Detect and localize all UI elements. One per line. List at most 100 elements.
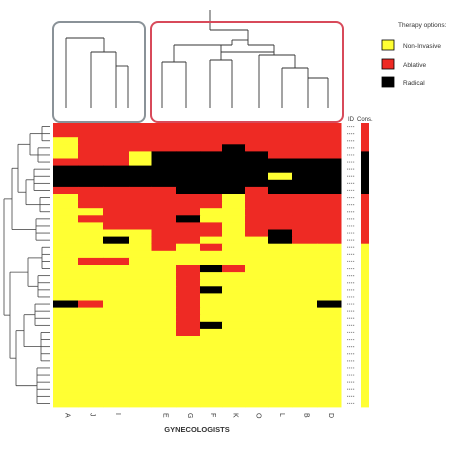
heatmap-cell (292, 328, 318, 337)
heatmap-cell (103, 172, 130, 181)
heatmap-cell (176, 307, 201, 316)
consensus-cell (361, 265, 369, 273)
heatmap-cell (317, 328, 342, 337)
consensus-cell (361, 215, 369, 223)
heatmap-cell (78, 194, 104, 202)
heatmap-cell (317, 286, 342, 294)
heatmap-cell (53, 350, 79, 358)
consensus-cell (361, 357, 369, 365)
heatmap-cell (103, 123, 130, 131)
heatmap-cell (245, 194, 269, 202)
heatmap-cell (78, 158, 104, 166)
heatmap-cell (292, 123, 318, 131)
heatmap-cell (176, 286, 201, 294)
heatmap-cell (53, 257, 79, 266)
heatmap-cell (151, 378, 177, 387)
heatmap-cell (200, 357, 223, 365)
heatmap-cell (129, 328, 152, 337)
heatmap-cell (222, 314, 246, 323)
heatmap-cell (176, 243, 201, 252)
legend-label-non-invasive: Non-Invasive (403, 43, 441, 50)
heatmap-cell (200, 272, 223, 280)
heatmap-cell (129, 179, 152, 188)
heatmap-cell (200, 229, 223, 237)
heatmap-cell (292, 357, 318, 365)
heatmap-cell (129, 215, 152, 223)
heatmap-cell (53, 343, 79, 351)
heatmap-cell (151, 272, 177, 280)
consensus-cell (361, 222, 369, 230)
heatmap-cell (222, 236, 246, 245)
heatmap-cell (245, 215, 269, 223)
heatmap-cell (268, 201, 293, 209)
heatmap-cell (53, 385, 79, 394)
legend-swatch-radical (381, 76, 395, 88)
heatmap-cell (317, 336, 342, 344)
heatmap-cell (200, 279, 223, 287)
heatmap-cell (53, 130, 79, 138)
heatmap-cell (103, 257, 130, 266)
heatmap-cell (200, 257, 223, 266)
heatmap-cell (151, 314, 177, 323)
heatmap-cell (103, 208, 130, 216)
heatmap-cell (268, 250, 293, 259)
heatmap-cell (200, 201, 223, 209)
column-label: G (186, 413, 193, 418)
heatmap-cell (78, 236, 104, 245)
heatmap-cell (129, 243, 152, 252)
heatmap-cell (176, 343, 201, 351)
heatmap-cell (245, 179, 269, 188)
heatmap-cell (78, 286, 104, 294)
heatmap-cell (53, 201, 79, 209)
heatmap-cell (53, 364, 79, 372)
heatmap-cell (292, 385, 318, 394)
heatmap-cell (268, 208, 293, 216)
heatmap-cell (245, 236, 269, 245)
heatmap-cell (53, 336, 79, 344)
heatmap-cell (176, 201, 201, 209)
x-axis-label: GYNECOLOGISTS (164, 425, 229, 434)
heatmap-cell (129, 314, 152, 323)
heatmap-cell (317, 350, 342, 358)
legend-label-radical: Radical (403, 80, 425, 87)
consensus-cell (361, 293, 369, 301)
column-label: A (64, 413, 71, 418)
heatmap-cell (78, 328, 104, 337)
heatmap-cell (268, 158, 293, 166)
heatmap-cell (103, 385, 130, 394)
heatmap-cell (317, 137, 342, 145)
heatmap-cell (292, 186, 318, 195)
heatmap-cell (176, 364, 201, 372)
heatmap-cell (78, 229, 104, 237)
consensus-cell (361, 399, 369, 408)
consensus-cell (361, 378, 369, 387)
heatmap-cell (222, 307, 246, 316)
heatmap-cell (292, 378, 318, 387)
heatmap-cell (222, 215, 246, 223)
heatmap-cell (151, 208, 177, 216)
heatmap-cell (245, 165, 269, 174)
heatmap-cell (268, 151, 293, 159)
heatmap-cell (103, 158, 130, 166)
heatmap-cell (129, 307, 152, 316)
heatmap-cell (151, 357, 177, 365)
heatmap-cell (176, 350, 201, 358)
heatmap-cell (292, 172, 318, 181)
heatmap-cell (222, 208, 246, 216)
heatmap-cell (53, 265, 79, 273)
heatmap-cell (176, 272, 201, 280)
heatmap-cell (151, 179, 177, 188)
heatmap-cell (222, 328, 246, 337)
heatmap-cell (103, 293, 130, 301)
id-header: ID (348, 117, 355, 123)
heatmap-cell (78, 137, 104, 145)
column-label: F (209, 413, 216, 417)
heatmap-cell (222, 399, 246, 408)
heatmap-cell (53, 286, 79, 294)
cluster-box-left (52, 21, 146, 123)
heatmap-cell (176, 123, 201, 131)
heatmap-cell (78, 208, 104, 216)
heatmap-cell (78, 336, 104, 344)
heatmap-cell (200, 399, 223, 408)
legend-label-ablative: Ablative (403, 62, 427, 69)
